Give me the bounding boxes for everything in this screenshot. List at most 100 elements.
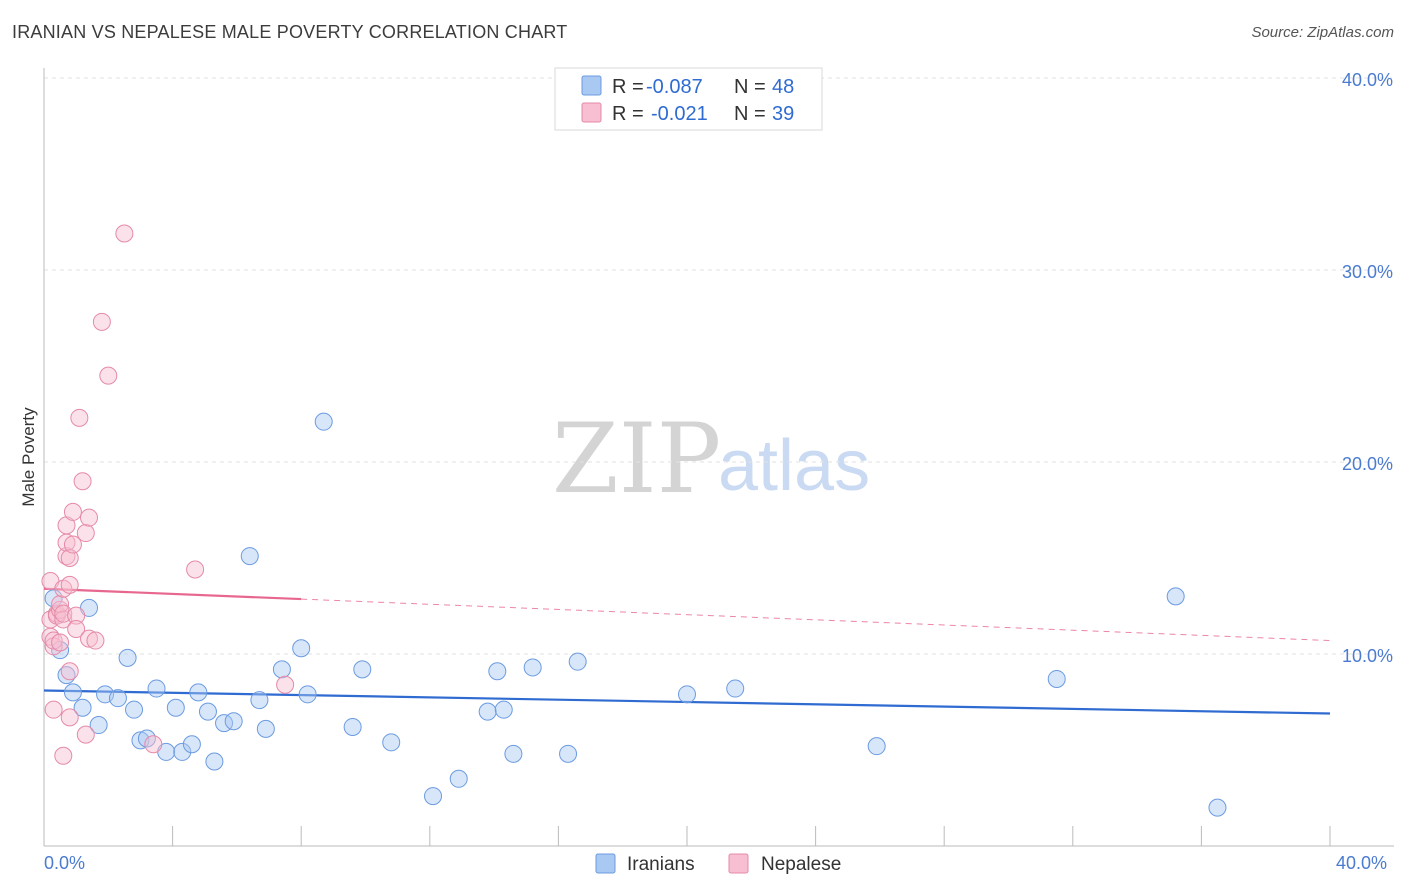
point-iranians-19 (198, 702, 217, 721)
point-nepalese-36 (144, 735, 163, 754)
x-tick-label-max: 40.0% (1336, 853, 1387, 873)
point-iranians-41 (568, 652, 587, 671)
point-iranians-30 (343, 717, 362, 736)
data-points (41, 224, 1227, 817)
point-iranians-34 (449, 769, 468, 788)
y-tick-label-20: 20.0% (1342, 454, 1393, 474)
point-iranians-43 (726, 679, 745, 698)
point-nepalese-14 (54, 746, 73, 765)
correlation-legend: R = -0.087 N = 48 R = -0.021 N = 39 (554, 67, 823, 131)
watermark-zip: ZIP (552, 403, 721, 515)
point-iranians-10 (125, 700, 144, 719)
trend-line-dashed-nepalese (301, 598, 1331, 642)
point-iranians-28 (298, 685, 317, 704)
point-nepalese-5 (44, 700, 63, 719)
point-nepalese-21 (60, 708, 79, 727)
point-nepalese-19 (60, 549, 79, 567)
point-iranians-13 (147, 679, 166, 698)
point-iranians-46 (1166, 587, 1185, 606)
legend-n-label-nepalese: N = (734, 103, 766, 125)
point-iranians-27 (292, 639, 311, 658)
watermark-atlas: atlas (718, 426, 870, 506)
point-iranians-4 (73, 698, 92, 717)
point-iranians-23 (240, 547, 259, 566)
point-nepalese-34 (99, 366, 118, 385)
point-iranians-29 (314, 412, 333, 431)
series-swatch-iranians (595, 853, 616, 874)
point-nepalese-32 (86, 631, 105, 650)
point-iranians-8 (108, 689, 127, 708)
series-label-iranians: Iranians (627, 854, 695, 875)
point-iranians-44 (867, 737, 886, 756)
point-nepalese-24 (67, 606, 86, 625)
point-nepalese-30 (80, 629, 99, 648)
point-nepalese-27 (73, 472, 92, 491)
legend-r-label-nepalese: R = (612, 103, 644, 125)
legend-n-value-nepalese: 39 (772, 103, 794, 125)
point-iranians-3 (63, 683, 82, 702)
legend-r-label-iranians: R = (612, 76, 644, 98)
y-tick-label-40: 40.0% (1342, 70, 1393, 90)
chart-title: IRANIAN VS NEPALESE MALE POVERTY CORRELA… (12, 22, 568, 42)
point-nepalese-29 (76, 725, 95, 744)
point-iranians-45 (1047, 669, 1066, 688)
point-iranians-47 (1208, 798, 1227, 817)
point-iranians-24 (250, 691, 269, 710)
point-nepalese-23 (63, 535, 82, 554)
point-nepalese-38 (276, 675, 295, 694)
trend-lines (43, 587, 1331, 715)
point-iranians-25 (256, 719, 275, 738)
trend-line-iranians (43, 689, 1331, 715)
legend-swatch-iranians (581, 75, 602, 96)
point-iranians-37 (494, 700, 513, 719)
point-nepalese-31 (80, 508, 99, 527)
point-iranians-42 (678, 685, 696, 704)
point-iranians-36 (488, 662, 507, 681)
y-tick-labels: 10.0% 20.0% 30.0% 40.0% (1342, 70, 1393, 666)
point-nepalese-26 (70, 408, 89, 427)
legend-r-value-iranians: -0.087 (646, 76, 703, 98)
point-nepalese-22 (63, 502, 82, 521)
point-iranians-20 (205, 752, 224, 771)
point-nepalese-28 (76, 524, 95, 543)
series-label-nepalese: Nepalese (761, 854, 841, 875)
point-nepalese-4 (44, 631, 63, 650)
point-iranians-22 (224, 712, 243, 731)
legend-swatch-nepalese (581, 102, 602, 123)
point-iranians-35 (478, 702, 497, 721)
y-axis-label: Male Poverty (19, 407, 38, 507)
point-nepalese-18 (60, 575, 79, 594)
point-nepalese-20 (60, 662, 79, 681)
point-iranians-15 (166, 698, 185, 717)
y-tick-label-30: 30.0% (1342, 262, 1393, 282)
point-nepalese-15 (57, 547, 76, 566)
source-credit: Source: ZipAtlas.com (1251, 24, 1394, 41)
series-legend: Iranians Nepalese (595, 853, 841, 875)
point-nepalese-33 (92, 312, 111, 331)
point-iranians-6 (89, 716, 108, 735)
x-tick-label-min: 0.0% (44, 853, 85, 873)
point-nepalese-10 (51, 633, 70, 652)
y-tick-label-10: 10.0% (1342, 646, 1393, 666)
legend-n-label-iranians: N = (734, 76, 766, 98)
trend-line-nepalese (43, 587, 302, 601)
point-nepalese-35 (115, 224, 134, 243)
point-iranians-40 (559, 744, 578, 763)
point-iranians-18 (189, 683, 208, 702)
point-iranians-26 (272, 660, 291, 679)
legend-n-value-iranians: 48 (772, 76, 794, 98)
point-nepalese-9 (51, 595, 70, 614)
grid-lines (44, 77, 1394, 655)
point-iranians-38 (504, 744, 523, 763)
legend-r-value-nepalese: -0.021 (651, 103, 708, 125)
point-nepalese-37 (186, 560, 205, 579)
point-iranians-9 (118, 648, 137, 667)
x-ticks (43, 826, 1331, 846)
point-iranians-31 (353, 660, 372, 679)
point-iranians-33 (424, 787, 443, 806)
point-nepalese-25 (67, 620, 86, 639)
point-iranians-17 (182, 735, 201, 754)
series-swatch-nepalese (728, 853, 749, 874)
point-iranians-32 (382, 733, 401, 752)
